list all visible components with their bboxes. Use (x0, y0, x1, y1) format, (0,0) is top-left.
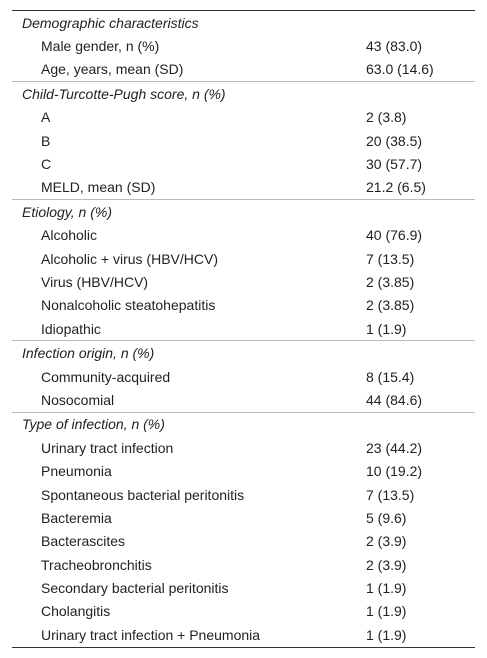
data-row: Tracheobronchitis 2 (3.9) (12, 553, 475, 576)
data-row: Urinary tract infection 23 (44.2) (12, 436, 475, 459)
table-container: Demographic characteristics Male gender, … (12, 10, 475, 648)
row-value: 63.0 (14.6) (366, 61, 434, 78)
row-value: 5 (9.6) (366, 509, 407, 526)
row-value: 21.2 (6.5) (366, 179, 426, 196)
data-row: MELD, mean (SD) 21.2 (6.5) (12, 176, 475, 200)
table-body: Demographic characteristics Male gender, … (12, 11, 475, 647)
row-label: Cholangitis (41, 603, 111, 620)
data-row: Virus (HBV/HCV) 2 (3.85) (12, 270, 475, 293)
data-row: Alcoholic + virus (HBV/HCV) 7 (13.5) (12, 247, 475, 270)
section-title: Etiology, n (%) (12, 199, 475, 224)
data-row: C 30 (57.7) (12, 152, 475, 175)
data-row: Spontaneous bacterial peritonitis 7 (13.5… (12, 483, 475, 506)
data-row: Alcoholic 40 (76.9) (12, 224, 475, 247)
row-label: Male gender, n (%) (41, 38, 160, 55)
row-label: Virus (HBV/HCV) (41, 273, 149, 290)
data-row: Bacteremia 5 (9.6) (12, 506, 475, 529)
section-row: Child-Turcotte-Pugh score, n (%) (12, 81, 475, 106)
data-row: Idiopathic 1 (1.9) (12, 317, 475, 341)
data-row: Bacterascites 2 (3.9) (12, 530, 475, 553)
data-row: Male gender, n (%) 43 (83.0) (12, 34, 475, 57)
data-row: Nosocomial 44 (84.6) (12, 388, 475, 412)
data-row: B 20 (38.5) (12, 129, 475, 152)
row-value: 1 (1.9) (366, 603, 407, 620)
data-row: Age, years, mean (SD) 63.0 (14.6) (12, 58, 475, 82)
section-row: Demographic characteristics (12, 11, 475, 34)
row-value: 1 (1.9) (366, 320, 407, 337)
data-row: A 2 (3.8) (12, 106, 475, 129)
row-value: 2 (3.9) (366, 556, 407, 573)
row-value: 23 (44.2) (366, 439, 423, 456)
row-value: 8 (15.4) (366, 368, 415, 385)
row-label: Community-acquired (41, 368, 171, 385)
row-value: 2 (3.85) (366, 273, 415, 290)
row-label: Alcoholic + virus (HBV/HCV) (41, 250, 218, 267)
table: Demographic characteristics Male gender, … (12, 11, 475, 647)
section-title: Type of infection, n (%) (12, 411, 475, 437)
row-label: C (41, 156, 52, 173)
row-value: 10 (19.2) (366, 463, 423, 480)
row-value: 7 (13.5) (366, 250, 415, 267)
row-label: Nosocomial (41, 391, 115, 408)
data-row: Nonalcoholic steatohepatitis 2 (3.85) (12, 294, 475, 317)
row-label: MELD, mean (SD) (41, 179, 156, 196)
row-value: 1 (1.9) (366, 580, 407, 597)
row-value: 40 (76.9) (366, 227, 423, 244)
row-label: Bacterascites (41, 533, 126, 550)
section-title: Infection origin, n (%) (12, 340, 475, 365)
row-label: Spontaneous bacterial peritonitis (41, 486, 245, 503)
row-label: Nonalcoholic steatohepatitis (41, 297, 216, 314)
section-row: Etiology, n (%) (12, 199, 475, 224)
row-value: 7 (13.5) (366, 486, 415, 503)
row-value: 30 (57.7) (366, 156, 423, 173)
row-label: B (41, 132, 51, 149)
row-label: Urinary tract infection (41, 439, 174, 456)
row-label: Bacteremia (41, 509, 112, 526)
row-label: Tracheobronchitis (41, 556, 152, 573)
row-value: 44 (84.6) (366, 391, 423, 408)
row-label: Idiopathic (41, 320, 101, 337)
row-value: 2 (3.85) (366, 297, 415, 314)
data-row: Cholangitis 1 (1.9) (12, 600, 475, 623)
row-value: 20 (38.5) (366, 132, 423, 149)
row-value: 43 (83.0) (366, 38, 423, 55)
section-row: Type of infection, n (%) (12, 411, 475, 437)
section-row: Infection origin, n (%) (12, 340, 475, 365)
data-row: Secondary bacterial peritonitis 1 (1.9) (12, 576, 475, 599)
row-value: 1 (1.9) (366, 626, 407, 643)
row-label: Secondary bacterial peritonitis (41, 580, 229, 597)
section-title: Demographic characteristics (22, 14, 199, 31)
data-row: Urinary tract infection + Pneumonia 1 (1.… (12, 623, 475, 646)
data-row: Pneumonia 10 (19.2) (12, 459, 475, 482)
data-row: Community-acquired 8 (15.4) (12, 365, 475, 388)
row-label: Age, years, mean (SD) (41, 61, 184, 78)
row-value: 2 (3.8) (366, 109, 407, 126)
row-value: 2 (3.9) (366, 533, 407, 550)
row-label: Pneumonia (41, 463, 112, 480)
row-label: A (41, 109, 51, 126)
section-title: Child-Turcotte-Pugh score, n (%) (12, 81, 475, 106)
row-label: Urinary tract infection + Pneumonia (41, 626, 261, 643)
row-label: Alcoholic (41, 227, 98, 244)
